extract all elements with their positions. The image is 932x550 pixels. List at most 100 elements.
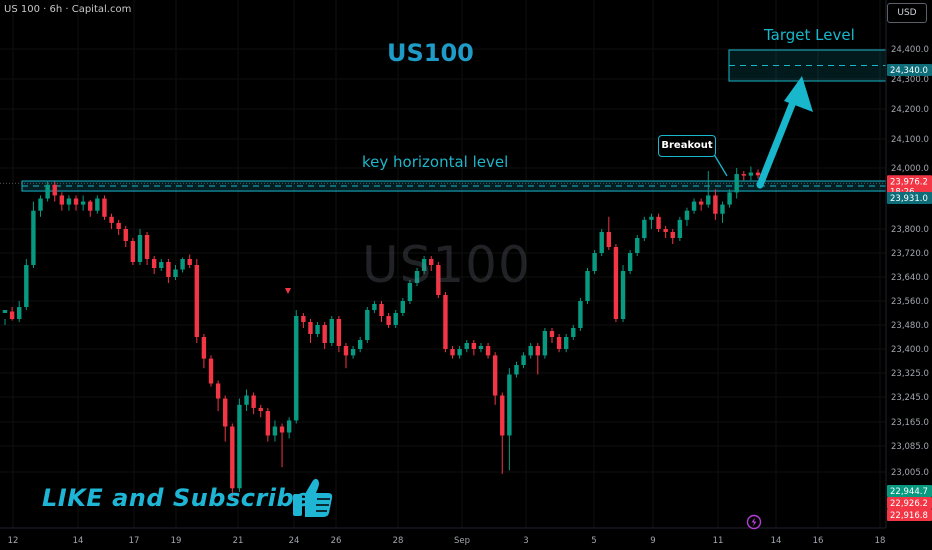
candle-body: [684, 210, 690, 220]
candle-body: [485, 346, 491, 356]
candle-up: [457, 346, 462, 359]
candle-up: [507, 368, 512, 471]
candle-body: [528, 346, 533, 356]
candle-body: [230, 426, 235, 489]
candle-up: [66, 195, 72, 211]
candle-body: [322, 325, 327, 343]
candle-down: [201, 334, 207, 369]
candle-down: [663, 225, 668, 238]
candle-up: [159, 259, 164, 271]
candle-down: [258, 404, 263, 418]
candle-body: [88, 201, 93, 211]
candle-body: [372, 304, 377, 310]
x-tick-label: 21: [233, 536, 244, 546]
lightning-icon[interactable]: [746, 514, 762, 530]
candle-down: [9, 307, 15, 321]
candle-down: [436, 262, 441, 298]
candle-up: [350, 346, 356, 359]
candle-body: [201, 337, 207, 359]
y-tick-label: 24,100.0: [891, 135, 929, 145]
candle-body: [592, 253, 597, 271]
candle-body: [400, 301, 406, 313]
breakout-callout: Breakout: [658, 135, 716, 157]
candle-down: [450, 346, 455, 359]
candle-body: [166, 262, 171, 277]
candle-down: [123, 225, 128, 247]
candle-up: [400, 298, 406, 316]
candle-body: [514, 365, 519, 375]
candle-down: [443, 292, 448, 353]
candle-body: [606, 232, 612, 247]
candle-up: [571, 325, 576, 340]
candle-up: [95, 195, 100, 214]
x-tick-label: 28: [393, 536, 404, 546]
candle-down: [343, 343, 349, 369]
candle-body: [436, 265, 441, 295]
candle-body: [173, 269, 178, 277]
y-tick-label: 24,400.0: [891, 45, 929, 55]
candle-body: [578, 301, 583, 328]
candle-body: [393, 313, 398, 325]
candle-down: [301, 313, 306, 328]
candle-body: [31, 210, 36, 265]
candle-body: [144, 235, 150, 259]
x-axis[interactable]: 12 14 17 19 21 24 26 28 Sep 3 5 9 11 14 16 18: [0, 527, 886, 546]
candle-up: [649, 213, 654, 229]
x-tick-label: 17: [129, 536, 140, 546]
candle-body: [294, 316, 299, 421]
candle-up: [237, 398, 242, 492]
candle-body: [130, 241, 136, 262]
candle-up: [329, 316, 334, 346]
candle-down: [386, 313, 391, 328]
candles-layer: [2, 166, 761, 500]
candle-up: [372, 301, 377, 313]
candle-up: [592, 250, 597, 274]
candle-up: [17, 301, 22, 322]
y-axis[interactable]: 24,400.0 24,300.0 24,200.0 24,100.0 24,000.0…: [885, 0, 929, 528]
candle-up: [421, 256, 427, 274]
x-tick-label: 11: [713, 536, 724, 546]
candle-down: [606, 216, 612, 250]
candle-body: [180, 259, 185, 270]
candle-down: [265, 407, 271, 442]
price-label-level: 23,931.0: [887, 192, 932, 205]
x-tick-label: 18: [875, 536, 886, 546]
price-label-bg: [887, 192, 932, 205]
price-label-up: 22,944.7: [887, 485, 932, 497]
currency-button[interactable]: USD: [887, 3, 927, 23]
candle-down: [741, 171, 746, 181]
y-tick-label: 24,300.0: [891, 75, 929, 85]
candle-up: [2, 310, 8, 325]
candle-down: [116, 219, 121, 235]
candle-body: [9, 311, 15, 319]
levels-layer: [0, 49, 887, 192]
candle-body: [80, 201, 86, 205]
candle-body: [52, 184, 57, 196]
candle-body: [251, 395, 256, 408]
price-label-bg: [887, 175, 932, 188]
watermark: US100: [362, 236, 531, 294]
candle-down: [109, 213, 114, 229]
candle-body: [585, 271, 590, 301]
gridlines: [0, 0, 886, 528]
candle-up: [514, 361, 519, 378]
candle-body: [258, 407, 263, 412]
candle-down: [713, 189, 718, 220]
candle-up: [286, 417, 292, 439]
price-label-bg: [887, 485, 932, 497]
x-tick-label: 9: [650, 536, 655, 546]
candle-up: [620, 265, 626, 322]
x-tick-label: 16: [813, 536, 824, 546]
candle-up: [173, 265, 178, 280]
candle-up: [393, 310, 398, 328]
candle-up: [677, 216, 683, 241]
candle-up: [521, 352, 526, 369]
candle-body: [649, 216, 654, 220]
candle-body: [102, 198, 107, 217]
candle-body: [244, 395, 249, 405]
candle-down: [215, 380, 221, 412]
thumbs-up-icon: [293, 478, 333, 517]
candle-up: [542, 328, 548, 359]
candle-body: [272, 426, 278, 436]
